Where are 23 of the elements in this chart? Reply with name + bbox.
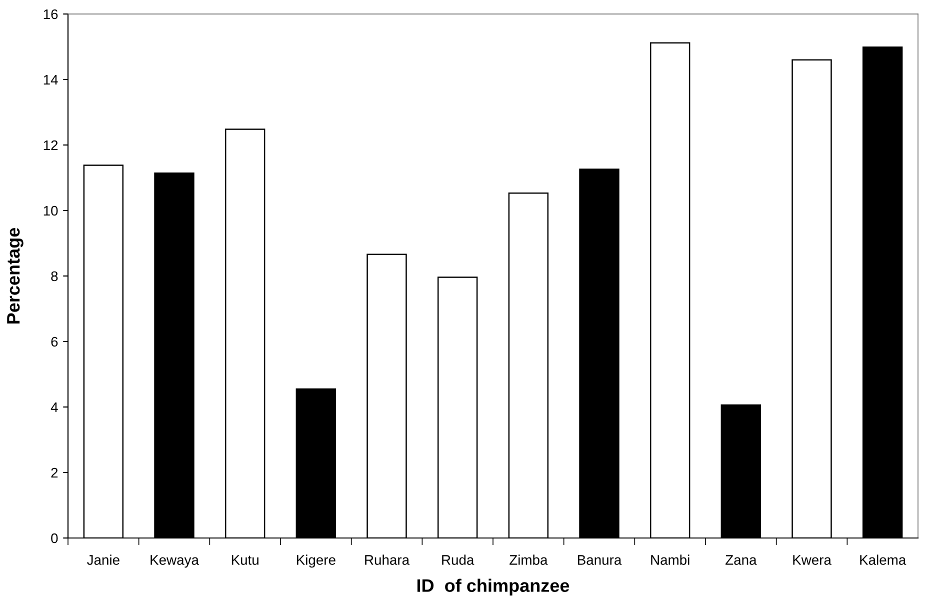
y-tick-label: 6: [51, 336, 58, 347]
y-tick-label: 2: [51, 468, 58, 478]
y-tick-label: 8: [51, 271, 58, 282]
x-tick-label: Nambi: [651, 554, 690, 565]
x-tick-label: Kigere: [296, 554, 336, 568]
x-tick-label: Kalema: [860, 554, 906, 565]
y-axis-title: Percentage: [7, 228, 24, 324]
y-tick-label: 4: [50, 402, 58, 412]
x-tick-label: Ruda: [442, 554, 474, 565]
x-tick-label: Kwera: [793, 555, 832, 565]
y-tick-label: 14: [44, 74, 58, 85]
x-tick-label: Kutu: [232, 555, 258, 565]
x-tick-label: Kewaya: [150, 555, 199, 568]
x-tick-label: Zimba: [510, 554, 548, 565]
x-tick-label: Janie: [87, 554, 120, 565]
x-axis-title: ID of chimpanzee: [417, 578, 570, 596]
y-tick-label: 16: [44, 9, 58, 20]
x-tick-label: Ruhara: [365, 554, 410, 565]
y-tick-label: 12: [44, 140, 58, 150]
y-tick-label: 0: [51, 533, 58, 544]
x-tick-label: Zana: [726, 555, 757, 565]
x-tick-label: Banura: [578, 555, 622, 565]
y-tick-label: 10: [44, 206, 58, 216]
